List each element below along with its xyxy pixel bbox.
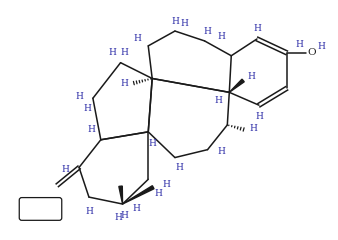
Text: H: H [247, 72, 255, 81]
Text: H: H [217, 147, 225, 156]
Text: o: o [37, 207, 42, 215]
FancyBboxPatch shape [19, 198, 62, 220]
Text: H: H [253, 24, 261, 33]
Text: H: H [75, 92, 83, 101]
Text: H: H [109, 48, 117, 57]
Text: H: H [132, 204, 140, 213]
Text: O: O [307, 48, 316, 57]
Text: H: H [134, 35, 141, 43]
Text: H: H [148, 139, 156, 148]
Text: H: H [162, 180, 170, 189]
Text: H: H [176, 163, 184, 172]
Text: H: H [121, 79, 128, 88]
Text: H: H [181, 19, 189, 28]
Text: H: H [61, 165, 69, 174]
Text: H: H [154, 189, 162, 198]
Text: H: H [121, 211, 128, 220]
Text: H: H [121, 48, 128, 57]
Text: H: H [249, 124, 257, 133]
Text: H: H [317, 42, 325, 51]
Text: H: H [115, 213, 123, 222]
Text: H: H [215, 96, 222, 105]
Text: A: A [28, 204, 35, 213]
Text: H: H [295, 40, 304, 49]
Text: H: H [217, 32, 225, 42]
Polygon shape [119, 186, 123, 204]
Polygon shape [123, 186, 154, 204]
Text: H: H [83, 104, 91, 113]
Polygon shape [229, 79, 244, 92]
Text: H: H [203, 27, 212, 36]
Text: s: s [44, 204, 49, 213]
Text: H: H [87, 125, 95, 134]
Text: H: H [255, 112, 263, 120]
Text: H: H [171, 17, 179, 26]
Text: H: H [85, 207, 93, 216]
